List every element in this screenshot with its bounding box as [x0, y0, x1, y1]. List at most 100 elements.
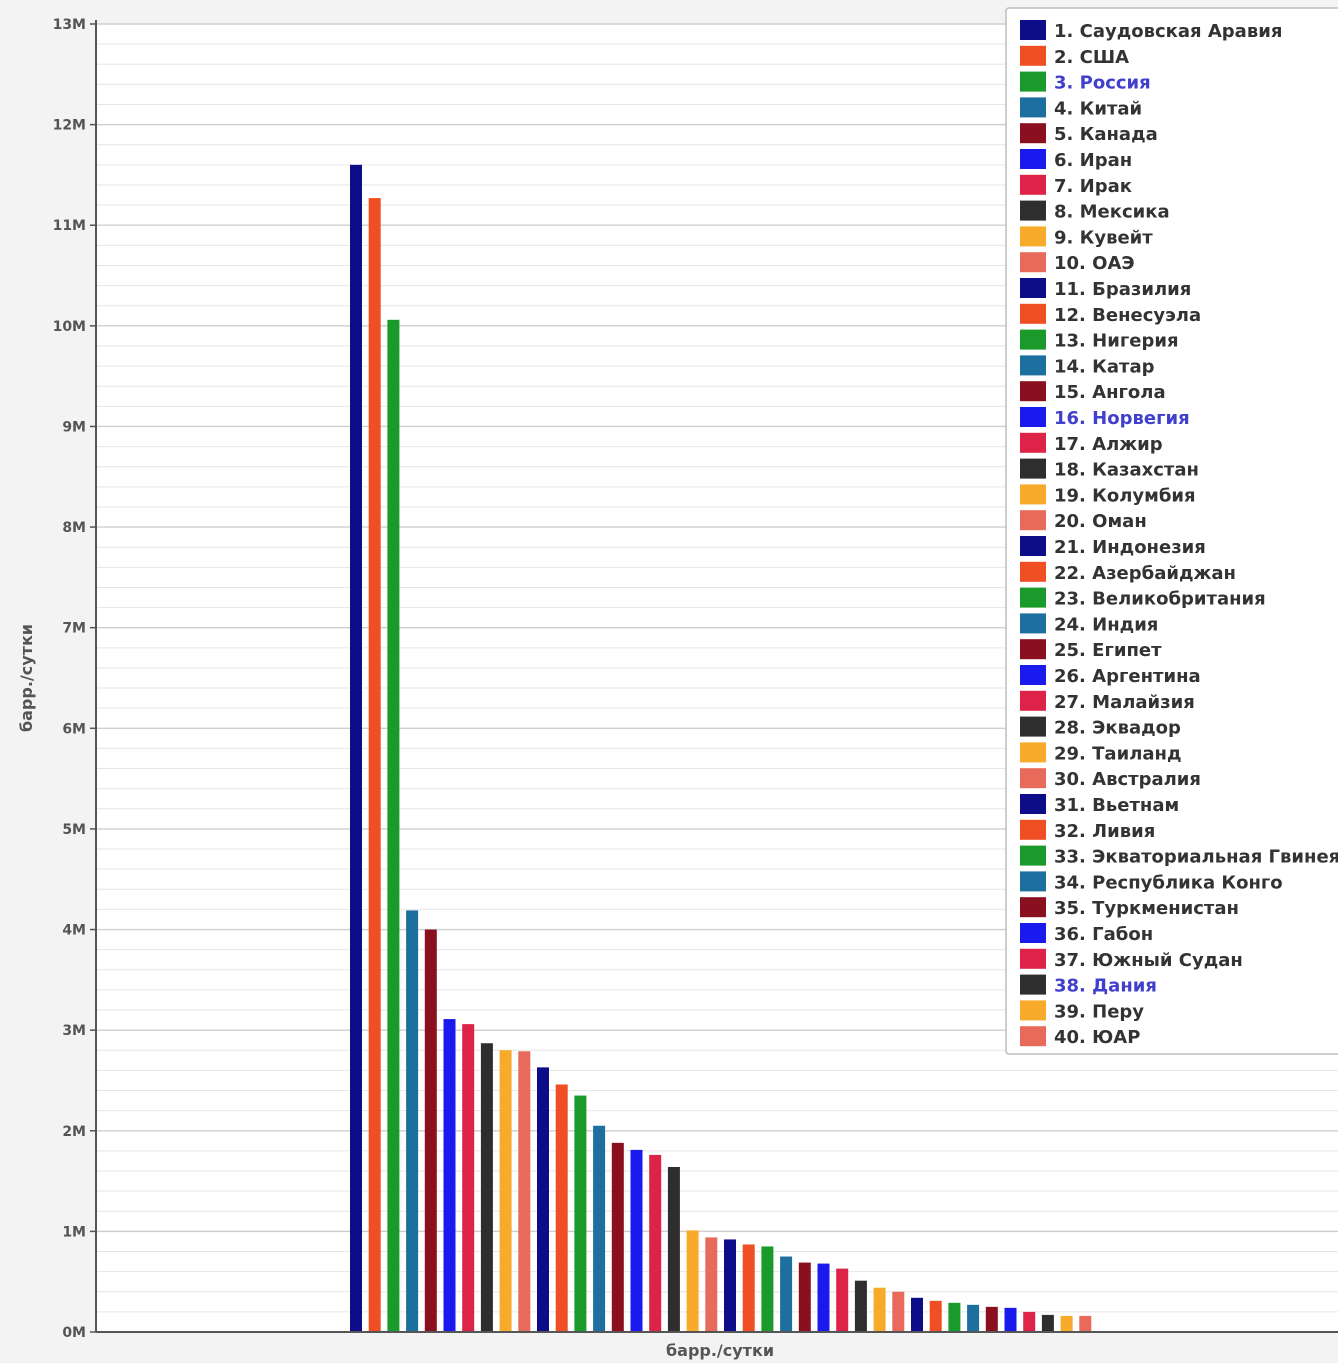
- legend-label: 2. США: [1054, 47, 1129, 68]
- bar: [462, 1024, 475, 1332]
- bar: [854, 1280, 867, 1332]
- legend-label[interactable]: 3. Россия: [1054, 73, 1151, 94]
- legend-label: 1. Саудовская Аравия: [1054, 21, 1282, 42]
- legend-swatch: [1020, 432, 1046, 453]
- legend-swatch: [1020, 355, 1046, 376]
- legend-swatch: [1020, 639, 1046, 660]
- bar: [798, 1262, 811, 1332]
- bar: [780, 1256, 793, 1332]
- bar: [1079, 1315, 1092, 1332]
- legend-label: 13. Нигерия: [1054, 331, 1179, 352]
- legend-swatch: [1020, 819, 1046, 840]
- legend-swatch: [1020, 123, 1046, 144]
- bar: [1023, 1311, 1036, 1332]
- legend-label: 8. Мексика: [1054, 202, 1170, 223]
- bar: [686, 1230, 699, 1332]
- y-tick-label: 10M: [53, 319, 86, 335]
- bar: [1041, 1314, 1054, 1332]
- y-tick-label: 1M: [62, 1224, 86, 1240]
- legend-label: 36. Габон: [1054, 924, 1153, 945]
- legend: 1. Саудовская Аравия 2. США 3. Россия 4. Ки…: [1005, 7, 1338, 1055]
- legend-label: 11. Бразилия: [1054, 279, 1191, 300]
- bar: [836, 1268, 849, 1332]
- legend-label: 24. Индия: [1054, 614, 1158, 635]
- bar: [518, 1051, 531, 1332]
- legend-swatch: [1020, 794, 1046, 814]
- bars: [350, 164, 1092, 1333]
- legend-label: 27. Малайзия: [1054, 692, 1195, 713]
- bar: [574, 1095, 587, 1332]
- legend-swatch: [1020, 561, 1046, 582]
- legend-label: 14. Катар: [1054, 356, 1155, 377]
- legend-swatch: [1020, 768, 1046, 789]
- legend-label: 20. Оман: [1054, 511, 1147, 532]
- bar: [593, 1125, 606, 1332]
- bar: [929, 1300, 942, 1332]
- legend-label: 4. Китай: [1054, 98, 1142, 119]
- legend-swatch: [1020, 587, 1046, 608]
- legend-swatch: [1020, 613, 1046, 634]
- y-tick-label: 11M: [53, 218, 86, 234]
- legend-label: 34. Республика Конго: [1054, 872, 1283, 893]
- legend-swatch: [1020, 665, 1046, 685]
- legend-swatch: [1020, 742, 1046, 763]
- legend-label: 9. Кувейт: [1054, 227, 1153, 248]
- legend-label[interactable]: 38. Дания: [1054, 976, 1157, 997]
- legend-label: 6. Иран: [1054, 150, 1132, 171]
- legend-label: 30. Австралия: [1054, 769, 1201, 790]
- bar: [1060, 1315, 1073, 1332]
- legend-swatch: [1020, 71, 1046, 92]
- bar: [742, 1244, 755, 1332]
- legend-label: 23. Великобритания: [1054, 589, 1266, 610]
- legend-label[interactable]: 16. Норвегия: [1054, 408, 1190, 429]
- y-tick-label: 6M: [62, 721, 86, 737]
- bar: [892, 1291, 905, 1332]
- legend-label: 31. Вьетнам: [1054, 795, 1179, 816]
- y-tick-label: 5M: [62, 822, 86, 838]
- legend-label: 18. Казахстан: [1054, 460, 1199, 481]
- y-tick-label: 12M: [53, 118, 86, 134]
- legend-swatch: [1020, 174, 1046, 195]
- legend-swatch: [1020, 716, 1046, 737]
- legend-swatch: [1020, 200, 1046, 221]
- bar: [480, 1043, 493, 1332]
- legend-label: 12. Венесуэла: [1054, 305, 1201, 326]
- legend-label: 25. Египет: [1054, 640, 1162, 661]
- legend-swatch: [1020, 45, 1046, 66]
- bar: [817, 1263, 830, 1332]
- legend-label: 22. Азербайджан: [1054, 563, 1236, 584]
- legend-swatch: [1020, 303, 1046, 324]
- legend-swatch: [1020, 536, 1046, 556]
- y-tick-label: 9M: [62, 419, 86, 435]
- legend-swatch: [1020, 1000, 1046, 1021]
- legend-label: 26. Аргентина: [1054, 666, 1201, 687]
- axes: [95, 20, 1338, 1333]
- bar: [1004, 1307, 1017, 1332]
- bar: [649, 1154, 662, 1332]
- y-tick-label: 7M: [62, 621, 86, 637]
- legend-box: [1005, 7, 1338, 1055]
- bar: [967, 1304, 980, 1332]
- bar: [873, 1287, 886, 1332]
- legend-swatch: [1020, 226, 1046, 247]
- legend-label: 39. Перу: [1054, 1001, 1144, 1022]
- legend-label: 15. Ангола: [1054, 382, 1166, 403]
- bar: [443, 1019, 456, 1332]
- x-axis-title: барр./сутки: [666, 1341, 774, 1360]
- legend-label: 5. Канада: [1054, 124, 1158, 145]
- legend-label: 35. Туркменистан: [1054, 898, 1239, 919]
- legend-swatch: [1020, 897, 1046, 918]
- bar: [761, 1246, 774, 1332]
- legend-label: 21. Индонезия: [1054, 537, 1206, 558]
- legend-swatch: [1020, 974, 1046, 995]
- legend-label: 28. Эквадор: [1054, 718, 1181, 739]
- legend-label: 7. Ирак: [1054, 176, 1132, 197]
- bar: [911, 1297, 923, 1332]
- y-axis-ticks: 0M 1M 2M 3M 4M 5M 6M 7M 8M 9M 10M 11M 12M 13M: [53, 17, 96, 1341]
- legend-swatch: [1020, 252, 1046, 273]
- bar: [630, 1149, 643, 1332]
- legend-swatch: [1020, 97, 1046, 118]
- bar: [424, 929, 437, 1332]
